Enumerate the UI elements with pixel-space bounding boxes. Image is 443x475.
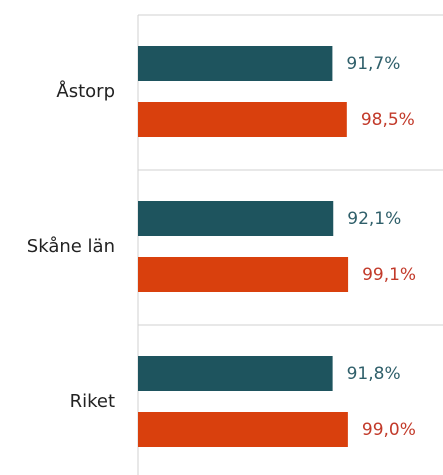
value-label: 91,7%: [346, 54, 400, 74]
category-label: Åstorp: [56, 80, 115, 102]
bar: [138, 257, 349, 292]
value-label: 99,1%: [362, 265, 416, 285]
value-label: 98,5%: [361, 110, 415, 130]
bar: [138, 102, 347, 137]
bar: [138, 412, 348, 447]
bar: [138, 201, 334, 236]
category-label: Riket: [70, 391, 115, 412]
bar: [138, 356, 333, 391]
category-label: Skåne län: [27, 236, 115, 257]
bar: [138, 46, 333, 81]
value-label: 91,8%: [347, 364, 401, 384]
value-label: 92,1%: [347, 209, 401, 229]
value-label: 99,0%: [362, 420, 416, 440]
